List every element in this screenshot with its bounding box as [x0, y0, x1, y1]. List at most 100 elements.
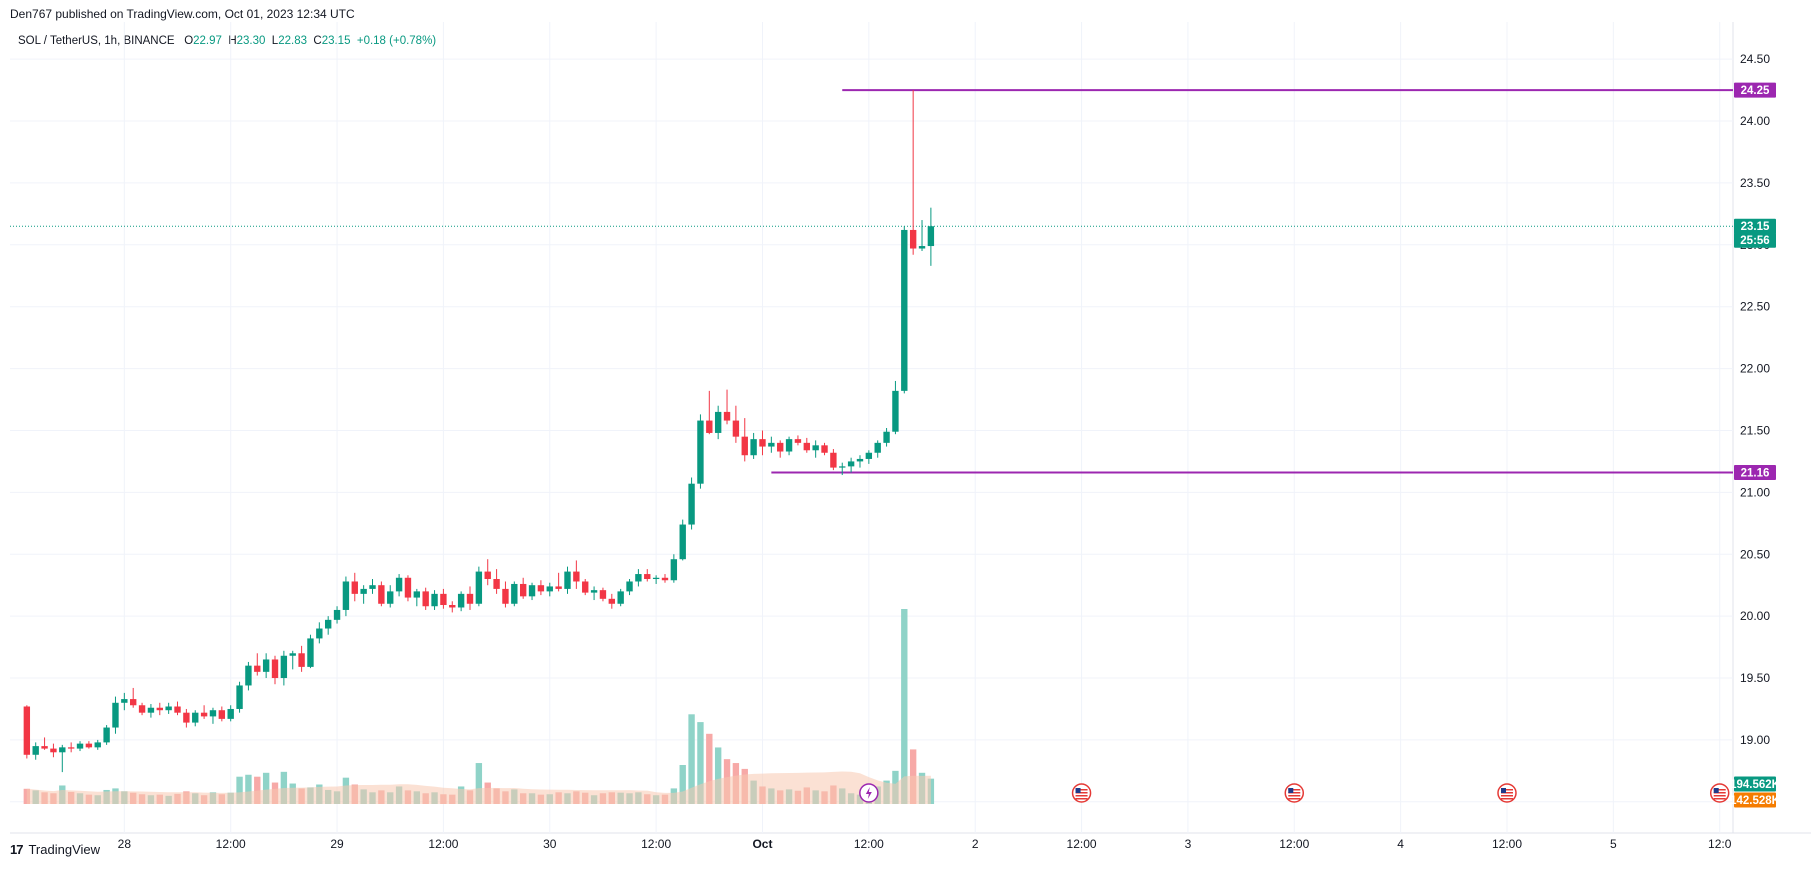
us-flag-stripe [1500, 795, 1513, 797]
footer-brand[interactable]: 17 TradingView [10, 842, 100, 857]
symbol-legend: SOL / TetherUS, 1h, BINANCE O22.97 H23.3… [18, 35, 436, 47]
candle-body [812, 445, 819, 451]
us-flag-stripe [1288, 795, 1301, 797]
candle-body [449, 605, 456, 608]
candle-body [706, 420, 713, 433]
candle-body [644, 574, 651, 580]
candle-body [537, 585, 545, 592]
candle-body [670, 559, 678, 581]
candle-body [892, 390, 899, 432]
y-tick-label: 22.00 [1740, 362, 1770, 376]
us-flag-stripe [1288, 792, 1301, 794]
x-tick-label: 12:00 [216, 837, 246, 851]
y-tick-label: 21.00 [1740, 485, 1770, 499]
candle-body [138, 705, 146, 713]
us-flag-stripe [1500, 792, 1513, 794]
candle-body [794, 439, 802, 443]
candle-body [59, 747, 66, 753]
candle-body [156, 707, 163, 711]
us-flag-stripe [1075, 798, 1088, 800]
level-price-label: 21.16 [1741, 468, 1770, 480]
us-flag-stripe [1713, 795, 1726, 797]
candle-body [511, 583, 518, 604]
level-price-label: 24.25 [1741, 85, 1770, 97]
candle-body [209, 710, 217, 717]
volume-bar [280, 771, 288, 804]
volume-bar [706, 733, 713, 804]
candle-body [847, 461, 855, 467]
y-tick-label: 23.50 [1740, 176, 1770, 190]
candle-body [50, 748, 57, 753]
x-tick-label: 12:00 [1067, 837, 1097, 851]
candle-body [661, 577, 669, 581]
candle-body [883, 431, 890, 443]
candle-body [697, 420, 704, 484]
symbol-name[interactable]: SOL / TetherUS, 1h, BINANCE [18, 35, 175, 47]
candle-body [564, 571, 571, 589]
candle-body [342, 581, 350, 610]
candle-body [901, 229, 908, 391]
candle-body [76, 743, 84, 749]
y-tick-label: 19.50 [1740, 671, 1770, 685]
volume-bar [262, 772, 270, 804]
candle-body [360, 588, 367, 594]
y-tick-label: 19.00 [1740, 733, 1770, 747]
candle-body [67, 747, 75, 749]
x-tick-label: 12:00 [1492, 837, 1522, 851]
candle-body [174, 706, 181, 713]
y-tick-label: 22.50 [1740, 300, 1770, 314]
volume-ma-area [26, 771, 931, 804]
candle-body [183, 712, 190, 723]
candle-body [316, 628, 323, 639]
candle-body [41, 746, 48, 749]
candle-body [759, 439, 766, 447]
candle-body [484, 571, 491, 580]
candle-body [502, 588, 509, 604]
volume-last-label: 194.562K [1730, 779, 1781, 791]
candle-body [927, 226, 935, 247]
x-tick-label: 30 [543, 837, 557, 851]
x-tick-label: 12:00 [641, 837, 671, 851]
candle-body [652, 577, 660, 580]
candle-body [227, 708, 234, 719]
x-tick-label: 12:00 [854, 837, 884, 851]
candle-body [245, 665, 252, 686]
candle-body [378, 585, 385, 604]
x-tick-label: 12:00 [1279, 837, 1309, 851]
candle-body [387, 591, 394, 604]
x-tick-label: Oct [752, 837, 772, 851]
brand-name: TradingView [28, 842, 101, 857]
candle-body [723, 411, 731, 421]
x-tick-label: 29 [330, 837, 344, 851]
candle-body [369, 585, 376, 589]
candle-body [732, 420, 740, 437]
volume-bar [254, 776, 261, 804]
candle-body [422, 591, 429, 607]
candle-body [130, 699, 137, 706]
y-tick-label: 20.50 [1740, 547, 1770, 561]
low-value: 22.83 [278, 35, 307, 47]
candle-body [475, 571, 483, 604]
candle-body [307, 638, 314, 667]
candle-body [573, 571, 580, 582]
open-value: 22.97 [193, 35, 222, 47]
candle-body [768, 442, 775, 447]
high-value: 23.30 [236, 35, 266, 47]
low-label: L [271, 35, 279, 47]
candle-body [546, 586, 553, 592]
candle-body [626, 581, 633, 592]
volume-ma-label-bg [1734, 792, 1776, 808]
candle-body [519, 583, 527, 597]
candle-body [200, 712, 208, 717]
x-tick-label: 28 [118, 837, 132, 851]
candle-body [289, 653, 296, 656]
candle-body [679, 524, 686, 560]
candle-body [333, 609, 341, 620]
candle-body [608, 598, 615, 604]
x-tick-label: 2 [972, 837, 979, 851]
x-tick-label: 12:00 [428, 837, 458, 851]
candle-body [192, 712, 199, 723]
candle-body [582, 581, 589, 593]
volume-ma-label: 142.528K [1730, 795, 1781, 807]
